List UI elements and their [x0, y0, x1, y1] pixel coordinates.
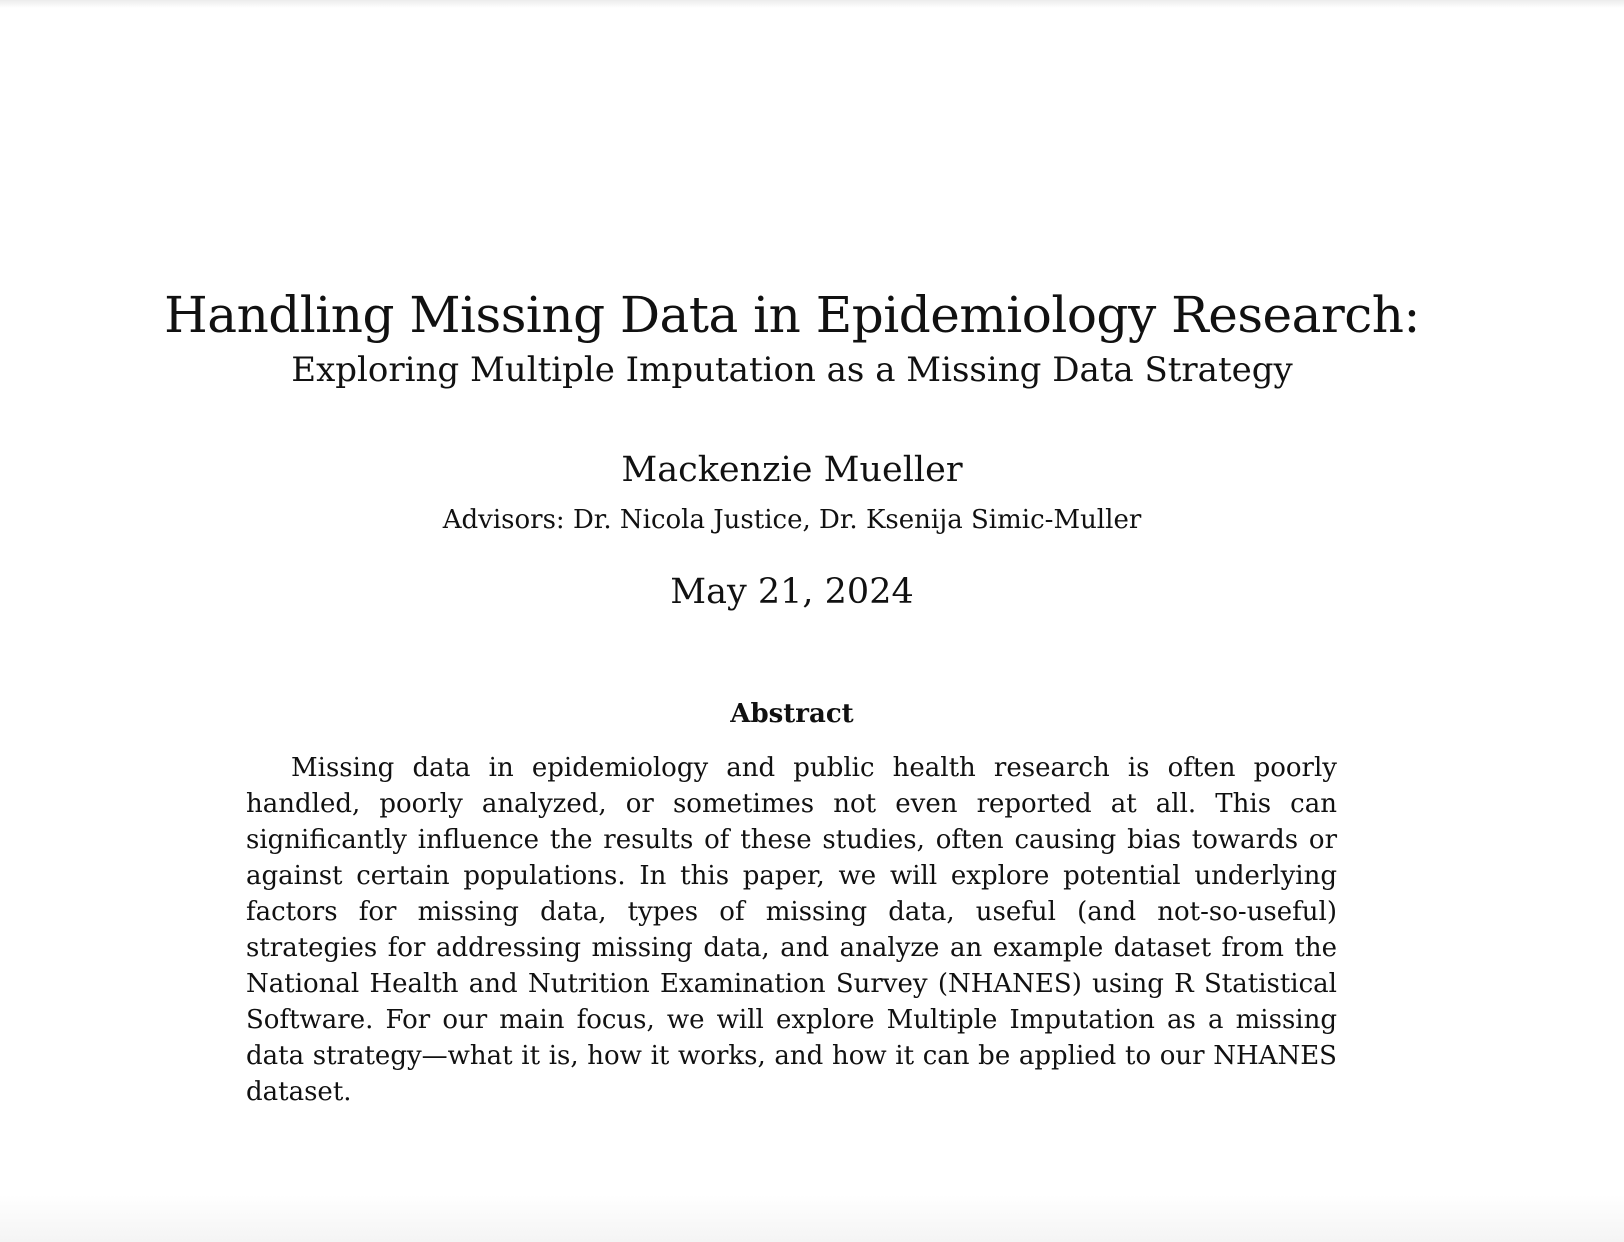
author-name: Mackenzie Mueller — [621, 450, 963, 490]
paper-subtitle: Exploring Multiple Imputation as a Missi… — [291, 350, 1293, 390]
publication-date: May 21, 2024 — [670, 572, 914, 612]
abstract-heading: Abstract — [730, 699, 854, 729]
paper-title: Handling Missing Data in Epidemiology Re… — [164, 286, 1420, 344]
abstract-paragraph: Missing data in epidemiology and public … — [246, 753, 1337, 1107]
advisors-line: Advisors: Dr. Nicola Justice, Dr. Ksenij… — [442, 505, 1142, 535]
